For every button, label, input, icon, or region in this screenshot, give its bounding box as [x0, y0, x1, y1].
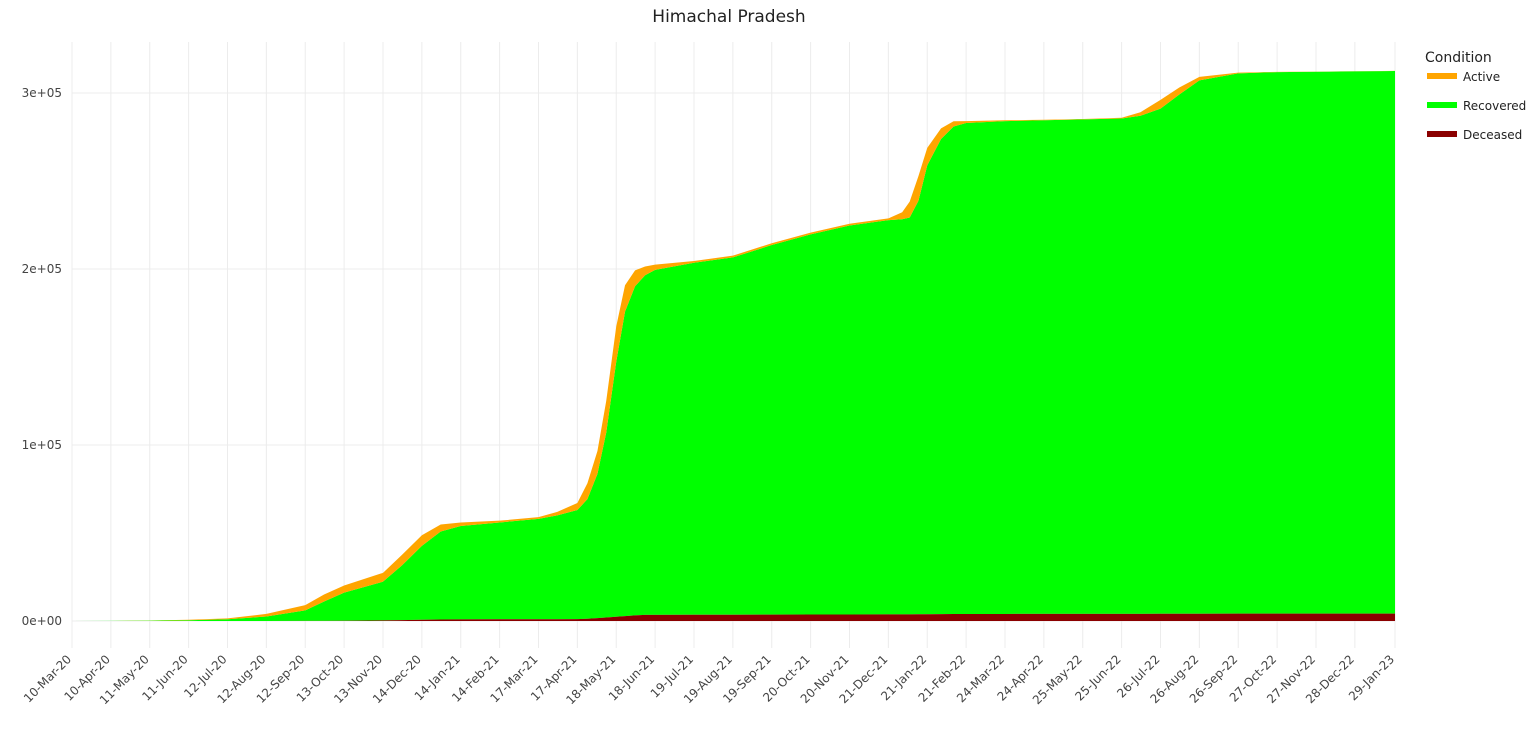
- legend-swatch-deceased: [1427, 131, 1457, 137]
- legend-swatch-recovered: [1427, 102, 1457, 108]
- legend-label-recovered: Recovered: [1463, 99, 1526, 113]
- y-tick-label: 0e+00: [22, 614, 62, 628]
- series-area-deceased: [72, 613, 1395, 621]
- y-tick-label: 1e+05: [22, 438, 62, 452]
- series-area-recovered: [72, 71, 1395, 621]
- legend: Condition Active Recovered Deceased: [1425, 50, 1526, 142]
- x-axis: 10-Mar-2010-Apr-2011-May-2011-Jun-2012-J…: [21, 652, 1397, 707]
- y-axis: 0e+00 1e+05 2e+05 3e+05: [22, 86, 62, 628]
- legend-swatch-active: [1427, 73, 1457, 79]
- legend-label-deceased: Deceased: [1463, 128, 1522, 142]
- legend-label-active: Active: [1463, 70, 1500, 84]
- y-tick-label: 2e+05: [22, 262, 62, 276]
- area-layer: [72, 70, 1395, 621]
- chart-title: Himachal Pradesh: [652, 7, 805, 27]
- y-tick-label: 3e+05: [22, 86, 62, 100]
- legend-title: Condition: [1425, 50, 1492, 66]
